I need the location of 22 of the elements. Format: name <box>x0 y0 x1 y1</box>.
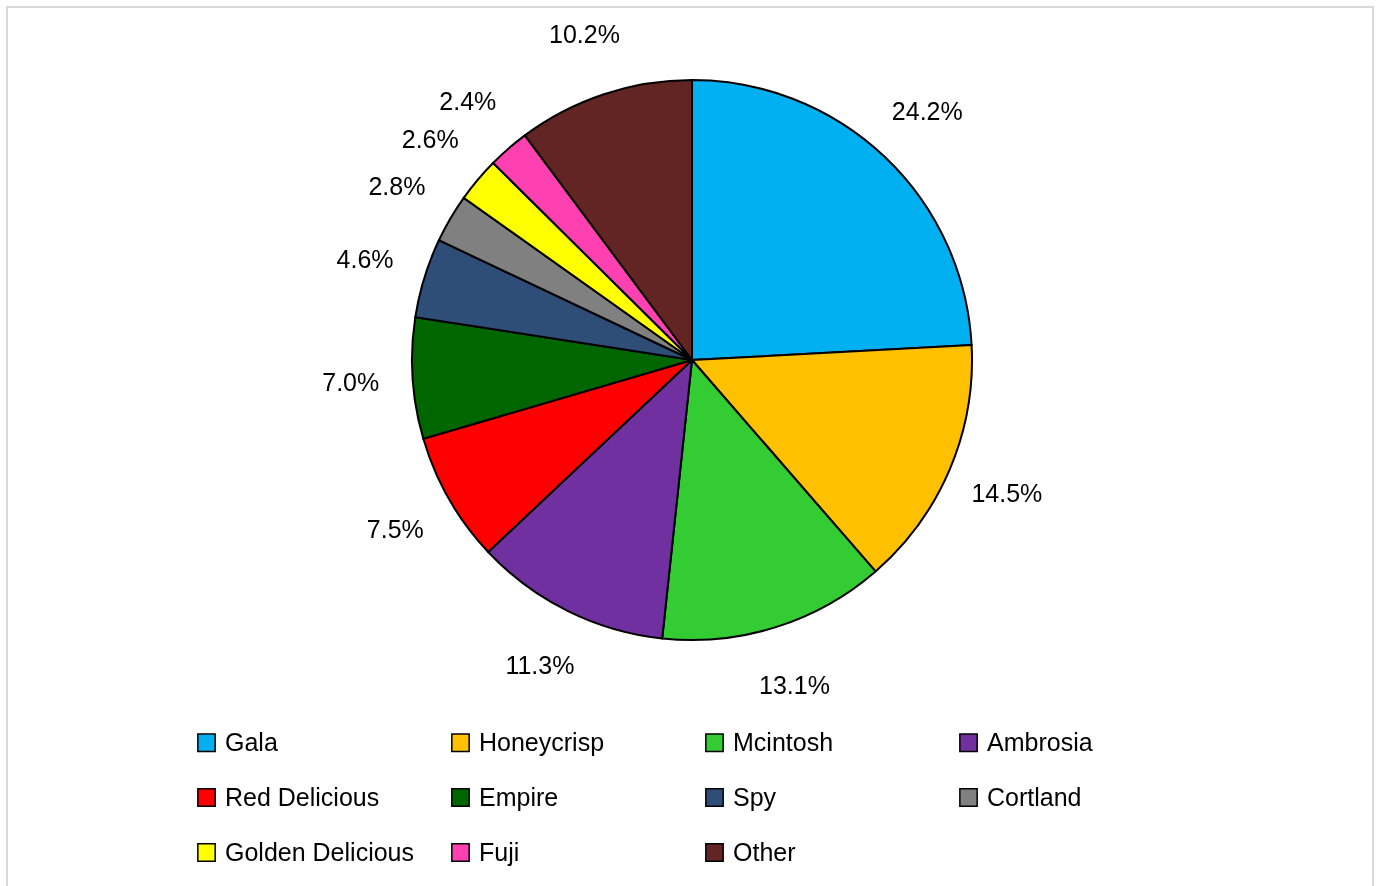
data-label: 7.5% <box>366 515 424 544</box>
data-label: 2.6% <box>401 124 459 153</box>
legend-label: Spy <box>733 782 777 811</box>
data-label: 11.3% <box>505 651 575 680</box>
legend-label: Golden Delicious <box>225 837 414 866</box>
data-label: 2.8% <box>368 172 426 201</box>
data-label: 4.6% <box>336 244 394 273</box>
legend-label: Cortland <box>987 782 1082 811</box>
legend-label: Empire <box>479 782 559 811</box>
legend-label: Fuji <box>479 837 520 866</box>
data-label: 24.2% <box>891 96 963 125</box>
legend-label: Gala <box>225 727 278 756</box>
data-label: 2.4% <box>439 86 497 115</box>
data-label: 13.1% <box>758 671 830 700</box>
legend-label: Ambrosia <box>987 727 1093 756</box>
legend-label: Other <box>733 837 796 866</box>
data-label: 10.2% <box>549 20 620 49</box>
data-label: 7.0% <box>322 367 380 396</box>
legend-label: Mcintosh <box>733 727 834 756</box>
legend-label: Honeycrisp <box>479 727 605 756</box>
legend-label: Red Delicious <box>225 782 380 811</box>
data-label: 14.5% <box>971 478 1043 507</box>
